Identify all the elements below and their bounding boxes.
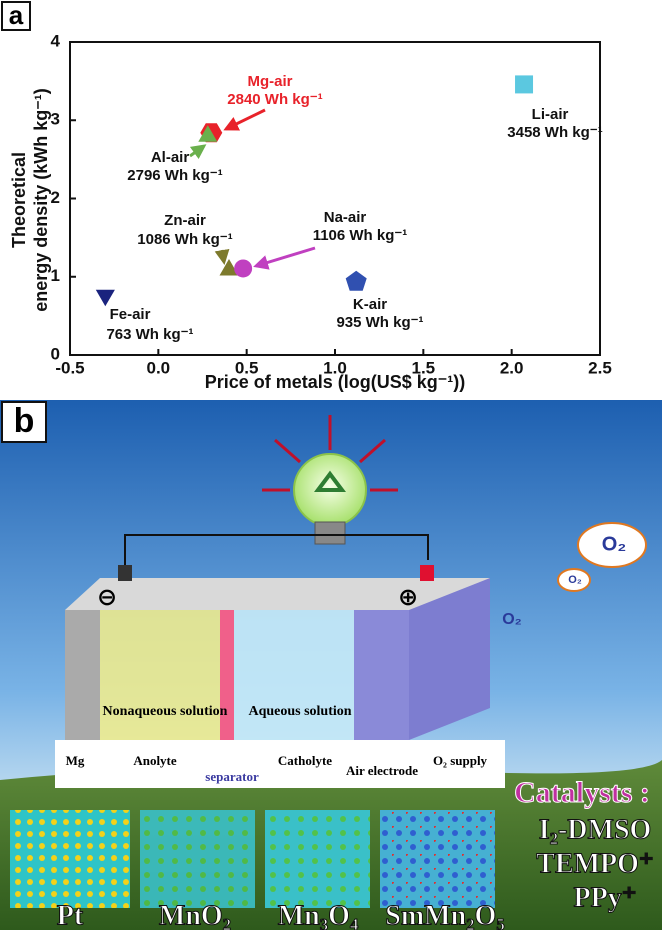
material: SmMn₂O₅ <box>385 900 504 930</box>
panel-label: b <box>14 402 35 440</box>
arrow <box>190 146 204 156</box>
arrow <box>256 248 315 266</box>
point-name: Na-air <box>324 209 367 226</box>
catalyst: PPy⁺ <box>574 882 637 913</box>
value-label: 2840 Wh kg⁻¹ <box>227 91 322 108</box>
crystal <box>265 810 370 908</box>
cathode-sign: ⊕ <box>398 583 418 611</box>
catalysts-title: Catalysts : <box>514 776 650 809</box>
panel-label: a <box>9 0 24 30</box>
y-axis-label: energy density (kWh kg⁻¹) <box>31 88 51 312</box>
y-tick-label: 4 <box>51 31 61 50</box>
x-tick-label: 0.5 <box>235 358 259 377</box>
x-tick-label: 2.0 <box>500 358 524 377</box>
point-name: Zn-air <box>164 212 206 229</box>
value-label: 935 Wh kg⁻¹ <box>336 314 423 331</box>
point-name: Fe-air <box>110 306 151 323</box>
value-label: 2796 Wh kg⁻¹ <box>127 167 222 184</box>
arrow <box>222 250 224 262</box>
oxygen-label: O₂ <box>602 533 626 555</box>
point-name: K-air <box>353 296 387 313</box>
material: MnO₂ <box>159 900 231 930</box>
catalyst: I₂-DMSO <box>539 814 652 845</box>
electrolyte-label: Aqueous solution <box>248 704 351 719</box>
catalyst: TEMPO⁺ <box>536 848 653 879</box>
region-label: Air electrode <box>346 763 418 778</box>
material: Pt <box>57 900 84 930</box>
page: {"chart_data": { "type": "scatter", "pan… <box>0 0 662 930</box>
electrolyte-label: Nonaqueous solution <box>103 704 228 719</box>
material: Mn₃O₄ <box>278 900 359 930</box>
point <box>234 259 252 277</box>
region-label: O₂ supply <box>433 753 488 768</box>
anode-sign: ⊖ <box>97 583 117 611</box>
point-name: Li-air <box>532 106 569 123</box>
oxygen-label: O₂ <box>502 611 522 628</box>
value-label: 1106 Wh kg⁻¹ <box>313 227 408 244</box>
region-label: Anolyte <box>133 753 177 768</box>
point <box>515 75 533 93</box>
value-label: 763 Wh kg⁻¹ <box>106 326 193 343</box>
crystal <box>380 810 495 908</box>
crystal <box>140 810 255 908</box>
point <box>96 290 115 307</box>
point <box>346 271 367 291</box>
y-tick-label: 3 <box>51 110 60 129</box>
y-tick-label: 0 <box>51 344 60 363</box>
panel-a: a Price of metals (log(US$ kg⁻¹)) Theore… <box>2 0 612 392</box>
value-label: 3458 Wh kg⁻¹ <box>507 124 602 141</box>
oxygen-label: O₂ <box>568 574 582 586</box>
x-tick-label: 2.5 <box>588 358 612 377</box>
y-tick-label: 1 <box>51 266 60 285</box>
figure: a Price of metals (log(US$ kg⁻¹)) Theore… <box>0 0 662 930</box>
x-tick-label: 1.0 <box>323 358 347 377</box>
x-tick-label: 1.5 <box>412 358 436 377</box>
y-axis-label: Theoretical <box>9 152 29 248</box>
point-name: Al-air <box>151 149 190 166</box>
region-label: Catholyte <box>278 753 332 768</box>
x-tick-label: 0.0 <box>147 358 171 377</box>
panel-b: b ⊖ ⊕ Nonaqueous solution Aqueous <box>0 400 662 930</box>
arrow <box>226 110 265 129</box>
value-label: 1086 Wh kg⁻¹ <box>137 231 232 248</box>
y-tick-label: 2 <box>51 188 60 207</box>
point-name: Mg-air <box>248 73 293 90</box>
region-label: Mg <box>66 753 85 768</box>
crystal <box>10 810 130 908</box>
region-label: separator <box>205 769 259 784</box>
